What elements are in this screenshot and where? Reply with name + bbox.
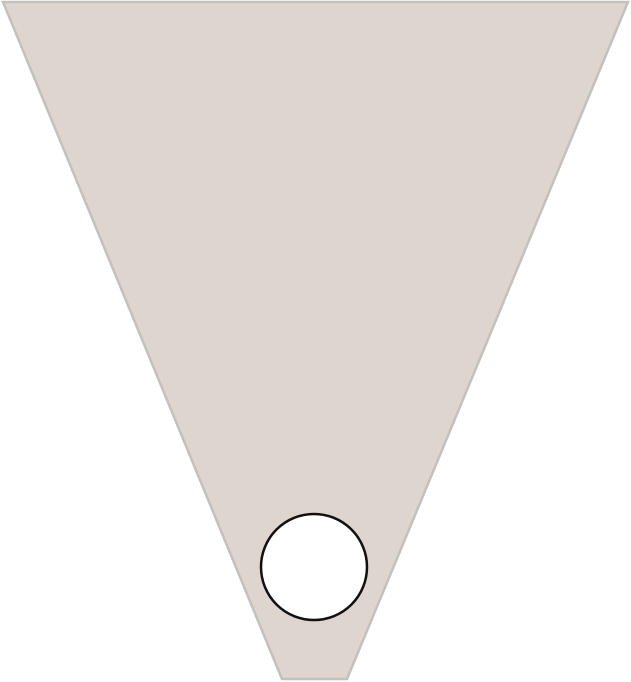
pennant-hole-circle: [259, 512, 369, 622]
